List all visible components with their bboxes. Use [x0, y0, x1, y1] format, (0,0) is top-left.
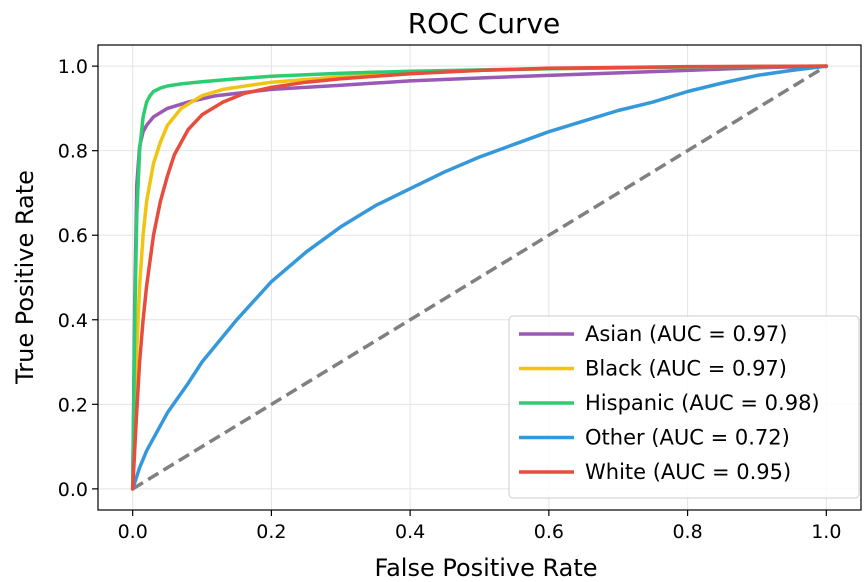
legend: Asian (AUC = 0.97) Black (AUC = 0.97) Hisp…	[508, 315, 860, 499]
legend-label: Black (AUC = 0.97)	[585, 357, 787, 381]
x-axis-title: False Positive Rate	[374, 554, 597, 582]
y-axis-title: True Positive Rate	[11, 170, 39, 385]
legend-label: Other (AUC = 0.72)	[585, 426, 790, 450]
legend-box	[508, 315, 860, 499]
y-tick-label: 1.0	[58, 56, 88, 78]
axis-ticks: 0.0 0.2 0.4 0.6 0.8 1.0 0.0 0.2 0.4 0.6 0.8 1.0	[58, 56, 842, 543]
legend-label: White (AUC = 0.95)	[585, 460, 791, 484]
x-tick-label: 0.8	[672, 521, 702, 543]
x-tick-label: 0.0	[118, 521, 148, 543]
x-tick-label: 0.6	[534, 521, 564, 543]
y-tick-label: 0.4	[58, 310, 88, 332]
y-tick-label: 0.8	[58, 141, 88, 163]
y-tick-label: 0.0	[58, 479, 88, 501]
y-tick-label: 0.2	[58, 394, 88, 416]
grid-lines	[98, 45, 861, 510]
x-tick-label: 0.2	[256, 521, 286, 543]
x-tick-label: 0.4	[395, 521, 425, 543]
x-tick-label: 1.0	[811, 521, 841, 543]
legend-label: Hispanic (AUC = 0.98)	[585, 391, 820, 415]
reference-diagonal-line	[131, 64, 828, 491]
chart-title: ROC Curve	[408, 7, 561, 40]
y-tick-label: 0.6	[58, 225, 88, 247]
plot-frame	[97, 44, 862, 511]
series-lines	[130, 64, 829, 491]
series-line-4	[130, 64, 829, 491]
series-line-2	[130, 64, 829, 491]
legend-label: Asian (AUC = 0.97)	[585, 322, 787, 346]
series-line-3	[130, 64, 829, 491]
